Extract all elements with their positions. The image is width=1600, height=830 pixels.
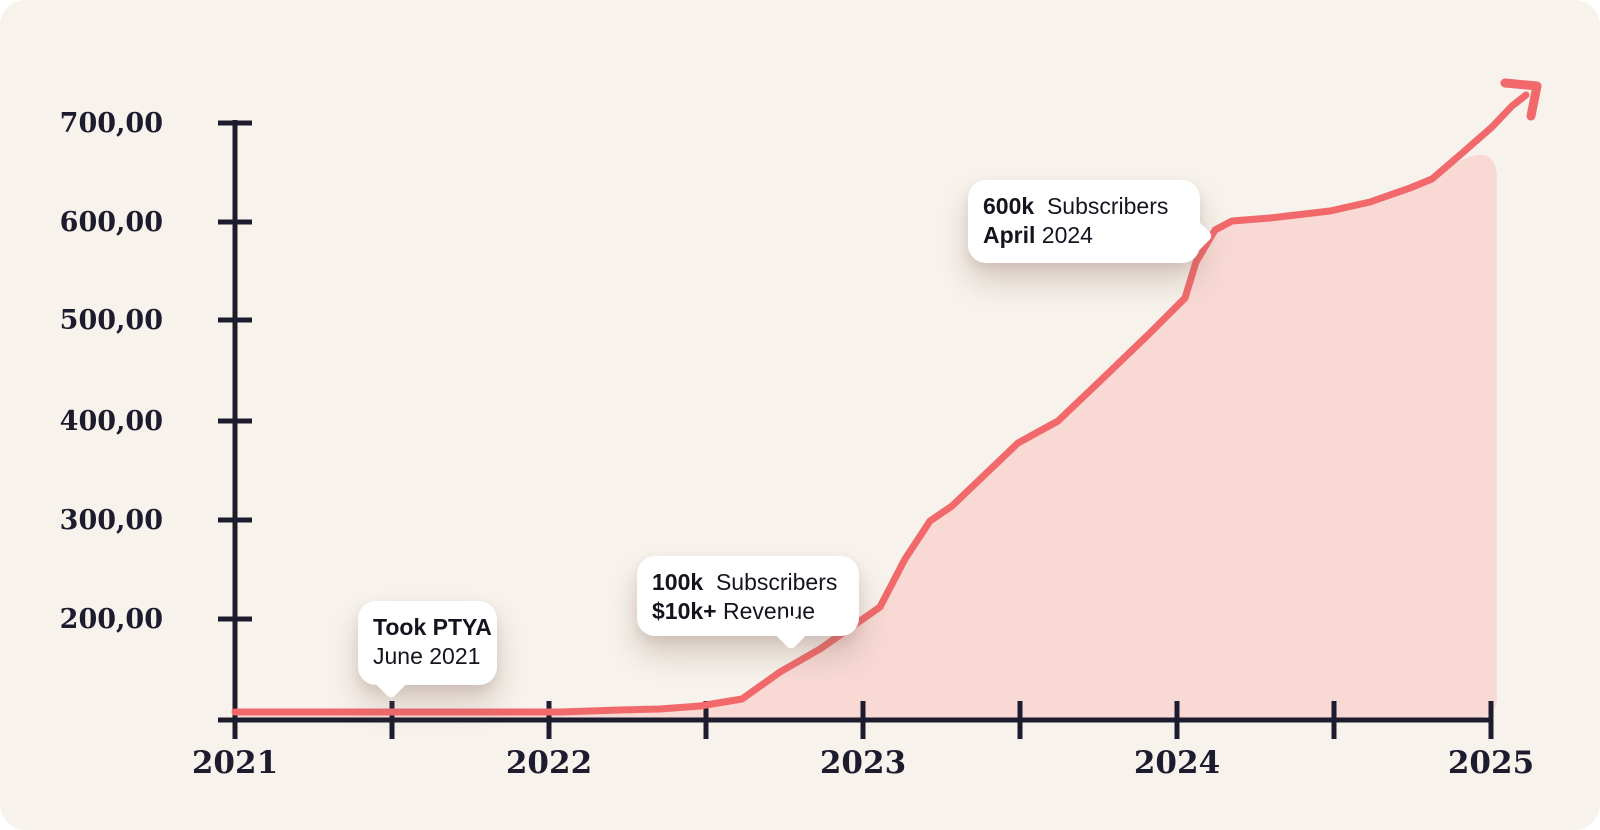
x-axis-label: 2022	[506, 745, 592, 781]
y-axis-label: 600,00	[60, 207, 163, 238]
y-axis-label: 400,00	[60, 406, 163, 437]
annotation-line: $10k+ Revenue	[652, 597, 844, 626]
annotation-text: Revenue	[716, 598, 816, 624]
y-axis-label: 200,00	[60, 604, 163, 635]
y-axis-label: 700,00	[60, 108, 163, 139]
x-axis-label: 2023	[820, 745, 906, 781]
x-axis-label: 2021	[192, 745, 278, 781]
y-axis-label: 500,00	[60, 305, 163, 336]
annotation-took-ptya: Took PTYA June 2021	[358, 601, 497, 700]
annotation-line: Took PTYA	[373, 613, 492, 642]
annotation-line: April 2024	[983, 221, 1185, 250]
annotation-bold-text: $10k+	[652, 598, 717, 624]
annotation-line: 600k Subscribers	[983, 192, 1185, 221]
annotation-text: June 2021	[373, 643, 481, 669]
annotation-text: Subscribers	[1034, 193, 1169, 219]
x-axis-label: 2024	[1134, 745, 1220, 781]
annotation-bold-text: 100k	[652, 569, 704, 595]
annotation-100k-subscribers: 100k Subscribers $10k+ Revenue	[637, 556, 859, 651]
annotation-bold-text: 600k	[983, 193, 1035, 219]
annotation-600k-subscribers: 600k Subscribers April 2024	[968, 180, 1214, 263]
area-fill	[235, 154, 1497, 719]
annotation-bold-text: April	[983, 222, 1036, 248]
growth-line	[231, 91, 1530, 716]
annotation-bold-text: Took PTYA	[373, 614, 492, 640]
x-axis-label: 2025	[1448, 745, 1534, 781]
annotation-text: Subscribers	[703, 569, 838, 595]
annotation-line: June 2021	[373, 642, 482, 671]
annotation-text: 2024	[1035, 222, 1093, 248]
trend-arrow-icon	[1500, 78, 1542, 121]
y-axis-label: 300,00	[60, 505, 163, 536]
annotation-line: 100k Subscribers	[652, 568, 844, 597]
